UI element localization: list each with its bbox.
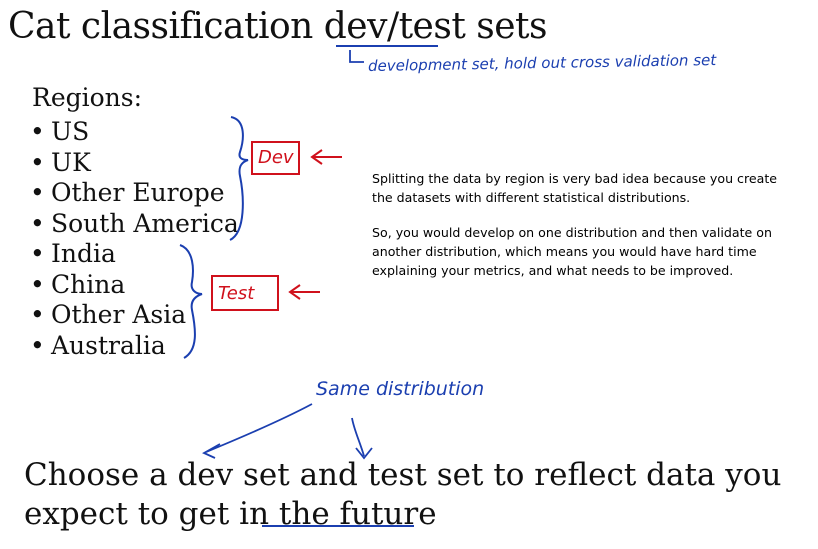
title-annotation: development set, hold out cross validati…: [367, 50, 717, 76]
test-label: Test: [218, 283, 255, 304]
regions-heading: Regions:: [32, 83, 143, 112]
region-item: • Other Europe: [30, 178, 225, 207]
distribution-arrow-left: [202, 403, 313, 459]
region-item: • US: [30, 117, 90, 146]
bottom-statement: Choose a dev set and test set to reflect…: [24, 456, 781, 534]
annotation-hook: [349, 50, 364, 63]
slide-title: Cat classification dev/test sets: [8, 6, 547, 47]
region-item: • India: [30, 239, 116, 268]
note-paragraph-2: So, you would develop on one distributio…: [372, 225, 772, 278]
same-distribution-annotation: Same distribution: [316, 378, 485, 400]
bottom-line-2: expect to get in the future: [24, 496, 437, 532]
region-item: • South America: [30, 208, 239, 238]
dev-arrow: [310, 149, 342, 165]
region-item: • Other Asia: [30, 300, 187, 329]
distribution-arrow-down: [351, 417, 373, 460]
region-item: • Australia: [30, 330, 166, 360]
bottom-line-1: Choose a dev set and test set to reflect…: [24, 457, 782, 493]
test-arrow: [288, 284, 320, 300]
note-paragraph-1: Splitting the data by region is very bad…: [372, 171, 778, 205]
region-item: • China: [30, 269, 126, 299]
dev-label: Dev: [258, 147, 294, 168]
explanation-note: Splitting the data by region is very bad…: [372, 169, 792, 296]
region-list: • US • UK • Other Europe • South America • In…: [30, 117, 239, 361]
region-item: • UK: [30, 147, 91, 177]
